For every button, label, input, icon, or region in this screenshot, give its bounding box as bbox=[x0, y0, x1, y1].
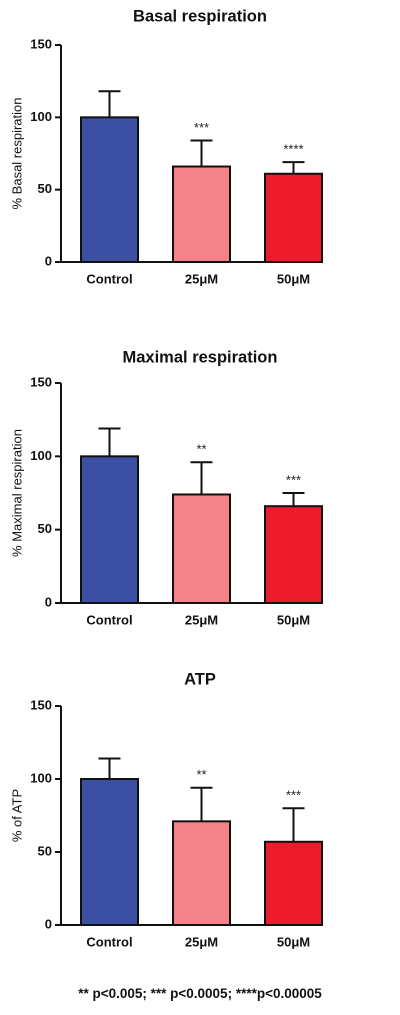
y-tick-label: 150 bbox=[30, 374, 52, 389]
y-axis-label: % Basal respiration bbox=[9, 98, 24, 210]
bar bbox=[264, 840, 323, 927]
bar bbox=[80, 116, 139, 264]
bar bbox=[264, 172, 323, 263]
bar bbox=[80, 455, 139, 605]
x-tick-label: Control bbox=[86, 934, 132, 949]
bar bbox=[172, 165, 231, 264]
y-tick-label: 0 bbox=[45, 916, 52, 931]
y-tick-label: 100 bbox=[30, 448, 52, 463]
significance-label: ** bbox=[196, 767, 206, 782]
x-tick-label: 50μM bbox=[277, 612, 310, 627]
bar bbox=[80, 778, 139, 926]
significance-label: **** bbox=[283, 142, 303, 157]
significance-label: *** bbox=[194, 120, 209, 135]
x-tick-label: 50μM bbox=[277, 934, 310, 949]
significance-footnote: ** p<0.005; *** p<0.0005; ****p<0.00005 bbox=[78, 986, 322, 1001]
bar bbox=[264, 505, 323, 605]
x-tick-label: 25μM bbox=[185, 612, 218, 627]
y-axis-label: % of ATP bbox=[9, 789, 24, 842]
y-tick-label: 100 bbox=[30, 770, 52, 785]
bar bbox=[172, 820, 231, 927]
x-tick-label: 25μM bbox=[185, 271, 218, 286]
y-axis-label: % Maximal respiration bbox=[9, 429, 24, 557]
chart-title: Basal respiration bbox=[133, 7, 267, 25]
x-tick-label: 50μM bbox=[277, 271, 310, 286]
chart-title: Maximal respiration bbox=[123, 348, 278, 366]
x-tick-label: Control bbox=[86, 271, 132, 286]
y-tick-label: 150 bbox=[30, 36, 52, 51]
significance-label: *** bbox=[286, 788, 301, 803]
y-tick-label: 50 bbox=[38, 521, 52, 536]
x-tick-label: 25μM bbox=[185, 934, 218, 949]
y-tick-label: 0 bbox=[45, 594, 52, 609]
y-tick-label: 50 bbox=[38, 843, 52, 858]
y-tick-label: 50 bbox=[38, 181, 52, 196]
chart-title: ATP bbox=[184, 670, 216, 688]
y-tick-label: 0 bbox=[45, 253, 52, 268]
significance-label: *** bbox=[286, 472, 301, 487]
x-tick-label: Control bbox=[86, 612, 132, 627]
y-tick-label: 100 bbox=[30, 109, 52, 124]
y-tick-label: 150 bbox=[30, 697, 52, 712]
significance-label: ** bbox=[196, 442, 206, 457]
bar bbox=[172, 493, 231, 605]
